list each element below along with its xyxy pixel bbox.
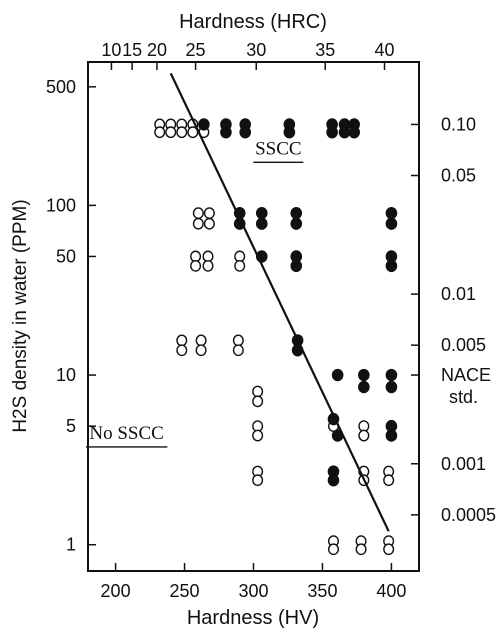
open-point xyxy=(190,259,202,272)
open-point xyxy=(203,217,215,230)
annotations-layer: SSCC No SSCC xyxy=(85,72,390,532)
top-tick-label: 20 xyxy=(147,40,167,60)
open-point xyxy=(383,474,395,487)
right-tick-label: 0.05 xyxy=(441,166,476,186)
y-tick-label: 1 xyxy=(66,535,76,555)
filled-point xyxy=(358,368,370,382)
open-point xyxy=(252,385,264,398)
open-point xyxy=(165,126,177,139)
filled-point xyxy=(239,125,252,139)
filled-point xyxy=(327,474,340,487)
filled-point xyxy=(255,206,268,220)
filled-point xyxy=(385,259,398,273)
y-tick-label: 10 xyxy=(56,365,76,385)
filled-point xyxy=(283,125,296,139)
open-point xyxy=(232,334,244,347)
y-tick-label: 5 xyxy=(66,416,76,436)
right-tick-label: 0.0005 xyxy=(441,505,496,525)
top-tick-label: 10 xyxy=(101,40,121,60)
filled-point xyxy=(198,118,210,131)
open-point xyxy=(252,429,264,442)
filled-point xyxy=(358,380,370,394)
open-point xyxy=(203,207,215,220)
filled-point xyxy=(220,125,232,139)
region-label: SSCC xyxy=(255,138,301,159)
open-point xyxy=(192,207,204,220)
open-point xyxy=(195,334,207,347)
open-point xyxy=(176,344,188,357)
open-point xyxy=(327,543,339,556)
filled-point xyxy=(348,125,360,139)
top-tick-label: 25 xyxy=(186,40,206,60)
y-axis-title: H2S density in water (PPM) xyxy=(10,199,31,432)
filled-point xyxy=(290,206,303,220)
right-tick-label: 0.005 xyxy=(441,335,486,355)
open-point xyxy=(202,259,214,272)
open-point xyxy=(252,395,264,408)
top-tick-label: 30 xyxy=(246,40,266,60)
open-point xyxy=(232,344,244,357)
top-tick-label: 15 xyxy=(122,40,142,60)
open-point xyxy=(383,543,395,556)
filled-point xyxy=(385,380,398,394)
bottom-axis-title: Hardness (HV) xyxy=(187,607,319,628)
nace-label: NACE xyxy=(441,365,491,385)
open-point xyxy=(234,259,246,272)
open-point xyxy=(358,429,370,442)
open-point xyxy=(176,334,188,347)
filled-point xyxy=(385,206,398,220)
x-tick-label: 250 xyxy=(170,581,200,601)
top-axis-title: Hardness (HRC) xyxy=(179,11,327,33)
right-tick-label: 0.001 xyxy=(441,454,486,474)
open-point xyxy=(176,126,188,139)
boundary-line xyxy=(169,72,390,532)
plot-frame xyxy=(87,61,420,572)
nace-std-label: std. xyxy=(449,387,478,407)
filled-point xyxy=(290,217,303,230)
y-tick-label: 500 xyxy=(46,77,76,97)
filled-point xyxy=(331,368,344,382)
filled-point xyxy=(338,125,351,139)
region-label: No SSCC xyxy=(89,423,163,444)
filled-point xyxy=(385,368,398,382)
filled-point xyxy=(326,125,338,139)
open-point xyxy=(355,543,367,556)
filled-point xyxy=(255,217,268,230)
right-tick-label: 0.01 xyxy=(441,284,476,304)
top-tick-label: 40 xyxy=(375,40,395,60)
x-tick-label: 400 xyxy=(376,581,406,601)
filled-point xyxy=(385,429,398,442)
filled-point xyxy=(290,259,303,273)
open-point xyxy=(252,474,264,487)
data-points-layer xyxy=(154,118,398,556)
open-point xyxy=(154,126,166,139)
x-tick-label: 350 xyxy=(307,581,337,601)
y-tick-label: 50 xyxy=(56,246,76,266)
open-point xyxy=(192,217,204,230)
open-point xyxy=(195,344,207,357)
x-tick-label: 300 xyxy=(238,581,268,601)
y-tick-label: 100 xyxy=(46,195,76,215)
x-tick-label: 200 xyxy=(101,581,131,601)
filled-point xyxy=(385,217,398,230)
right-tick-label: 0.10 xyxy=(441,114,476,134)
top-tick-label: 35 xyxy=(315,40,335,60)
